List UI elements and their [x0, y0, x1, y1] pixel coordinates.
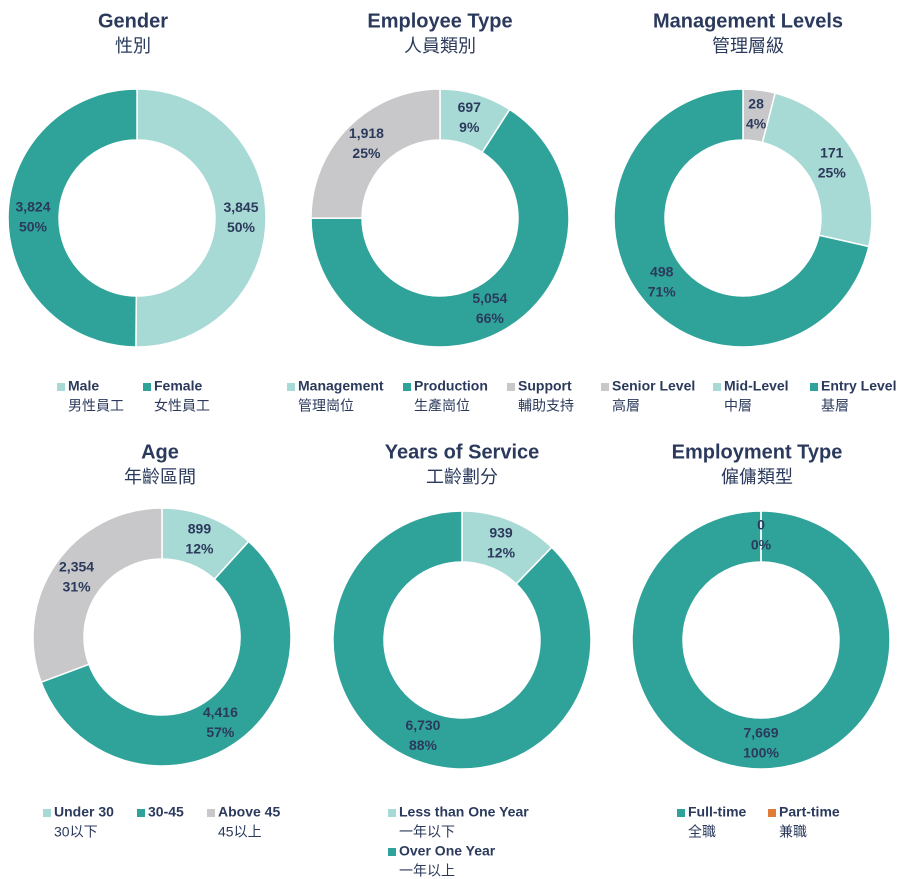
value-label: 899 [188, 521, 212, 537]
chart-title: Gender [98, 10, 168, 32]
legend-swatch [43, 809, 51, 817]
donut-segment [761, 92, 873, 248]
percent-label: 31% [63, 578, 92, 594]
legend-sublabel: 基層 [821, 398, 849, 414]
chart-subtitle: 人員類別 [404, 36, 476, 56]
percent-label: 66% [476, 310, 505, 326]
legend-swatch [207, 809, 215, 817]
legend-sublabel: 中層 [724, 398, 752, 414]
legend-label: Under 30 [54, 804, 114, 820]
value-label: 4,416 [203, 704, 238, 720]
donut-segment [332, 510, 592, 770]
chart-title: Employee Type [367, 10, 512, 32]
legend-swatch [143, 383, 151, 391]
legend-swatch [810, 383, 818, 391]
value-label: 498 [650, 264, 674, 280]
value-label: 0 [757, 517, 765, 533]
legend-swatch [388, 848, 396, 856]
percent-label: 25% [352, 145, 381, 161]
legend-swatch [768, 809, 776, 817]
legend-sublabel: 女性員工 [154, 398, 210, 414]
legend-swatch [287, 383, 295, 391]
percent-label: 50% [227, 219, 256, 235]
percent-label: 9% [459, 119, 480, 135]
legend-label: Production [414, 378, 488, 394]
donut-segment [631, 510, 891, 770]
chart-title: Age [141, 441, 179, 463]
legend-label: Full-time [688, 804, 747, 820]
value-label: 3,824 [15, 198, 50, 214]
legend-sublabel: 高層 [612, 398, 640, 414]
legend-sublabel: 45以上 [218, 824, 262, 840]
value-label: 5,054 [472, 290, 507, 306]
donut-segment [7, 88, 138, 348]
legend-label: Entry Level [821, 378, 896, 394]
legend-swatch [677, 809, 685, 817]
value-label: 28 [748, 96, 764, 112]
percent-label: 25% [818, 165, 847, 181]
chart-subtitle: 管理層級 [712, 36, 784, 56]
legend-label: 30-45 [148, 804, 184, 820]
legend-sublabel: 兼職 [779, 824, 807, 840]
legend-swatch [601, 383, 609, 391]
donut-segment [135, 88, 267, 348]
percent-label: 88% [409, 737, 438, 753]
value-label: 939 [489, 524, 513, 540]
donut-segment [310, 88, 441, 219]
value-label: 2,354 [59, 558, 94, 574]
legend-swatch [403, 383, 411, 391]
donut-segment [32, 507, 163, 684]
chart-subtitle: 性別 [115, 36, 151, 56]
percent-label: 71% [648, 284, 677, 300]
value-label: 3,845 [223, 199, 258, 215]
legend-sublabel: 全職 [688, 824, 716, 840]
legend-sublabel: 一年以下 [399, 824, 455, 840]
value-label: 7,669 [743, 725, 778, 741]
legend-label: Mid-Level [724, 378, 789, 394]
chart-subtitle: 僱傭類型 [721, 467, 793, 487]
legend-label: Part-time [779, 804, 840, 820]
chart-title: Years of Service [385, 441, 540, 463]
chart-title: Management Levels [653, 10, 843, 32]
value-label: 171 [820, 145, 844, 161]
legend-label: Senior Level [612, 378, 695, 394]
legend-label: Support [518, 378, 572, 394]
donut-segment [613, 88, 870, 348]
value-label: 1,918 [349, 125, 384, 141]
legend-label: Management [298, 378, 384, 394]
legend-swatch [388, 809, 396, 817]
legend-swatch [507, 383, 515, 391]
percent-label: 0% [751, 537, 772, 553]
legend-label: Male [68, 378, 99, 394]
chart-title: Employment Type [672, 441, 843, 463]
value-label: 6,730 [405, 717, 440, 733]
chart-subtitle: 年齡區間 [124, 467, 196, 487]
legend-label: Female [154, 378, 202, 394]
legend-swatch [137, 809, 145, 817]
legend-swatch [713, 383, 721, 391]
legend-swatch [57, 383, 65, 391]
percent-label: 12% [185, 541, 214, 557]
legend-sublabel: 30以下 [54, 824, 98, 840]
legend-label: Less than One Year [399, 804, 529, 820]
legend-sublabel: 男性員工 [68, 398, 124, 414]
legend-label: Above 45 [218, 804, 280, 820]
legend-sublabel: 管理崗位 [298, 398, 354, 414]
chart-subtitle: 工齡劃分 [426, 467, 498, 487]
percent-label: 57% [206, 724, 235, 740]
percent-label: 12% [487, 544, 516, 560]
percent-label: 100% [743, 745, 779, 761]
percent-label: 50% [19, 218, 48, 234]
legend-sublabel: 一年以上 [399, 863, 455, 879]
legend-sublabel: 輔助支持 [518, 398, 574, 414]
donut-segment [40, 540, 292, 767]
legend-sublabel: 生產崗位 [414, 398, 470, 414]
donut-segment [310, 108, 570, 348]
legend-label: Over One Year [399, 843, 496, 859]
value-label: 697 [458, 99, 482, 115]
percent-label: 4% [746, 116, 767, 132]
